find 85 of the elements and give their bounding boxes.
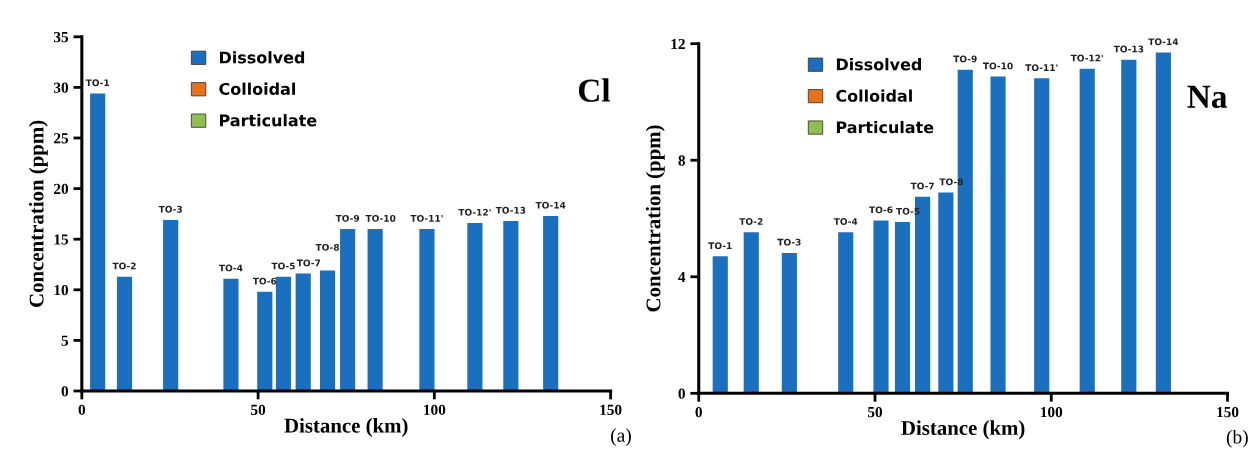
y-tick-label: 12: [671, 38, 685, 49]
annotation: TO-3: [777, 238, 801, 246]
y-tick-label: 15: [54, 234, 69, 245]
bar: [275, 276, 292, 391]
bar: [319, 270, 336, 391]
annotation: TO-4: [833, 218, 858, 225]
x-tick-label: 100: [424, 404, 446, 415]
bar: [503, 220, 519, 391]
annotation: TO-13: [1113, 45, 1144, 53]
annotation: TO-2: [739, 218, 763, 225]
bar: [838, 232, 854, 394]
annotation: TO-10: [982, 62, 1013, 70]
annotation: TO-6: [869, 206, 893, 214]
legend-label: Particulate: [836, 120, 934, 134]
bar: [367, 229, 383, 391]
bar: [1121, 59, 1137, 394]
y-tick-label: 30: [53, 82, 69, 93]
legend-label: Colloidal: [219, 82, 295, 95]
bar: [419, 229, 435, 391]
bar: [257, 291, 273, 391]
bar: [712, 256, 728, 394]
annotation: TO-10: [365, 214, 396, 222]
annotation: TO-13: [495, 206, 526, 214]
annotation: TO-12': [1070, 54, 1103, 62]
x-axis-title: Distance (km): [901, 420, 1025, 440]
annotation: TO-3: [158, 205, 182, 213]
y-tick-label: 20: [54, 183, 69, 195]
y-tick-label: 0: [61, 386, 69, 397]
annotation: TO-5: [271, 262, 295, 270]
y-tick-label: 0: [678, 388, 685, 399]
y-tick-label: 25: [54, 133, 69, 144]
legend-label: Particulate: [220, 114, 317, 127]
annotation: TO-1: [708, 242, 732, 250]
bar: [743, 232, 759, 394]
annotation: TO-2: [112, 262, 136, 270]
annotation: TO-1: [85, 79, 110, 87]
bar: [90, 93, 106, 391]
x-tick-label: 150: [600, 404, 622, 415]
text: Cl: [578, 78, 611, 102]
bar: [340, 229, 356, 391]
annotation: TO-4: [218, 264, 243, 272]
y-axis-title: Concentration (ppm): [645, 125, 665, 312]
annotation: TO-8: [315, 243, 339, 251]
bar: [1155, 52, 1171, 394]
annotation: TO-12': [458, 208, 491, 216]
legend-label: Dissolved: [220, 51, 305, 64]
y-axis-title: Concentration (ppm): [28, 120, 48, 307]
text: (b): [1226, 429, 1248, 448]
bar: [894, 222, 911, 394]
bar: [1034, 78, 1050, 394]
y-tick-label: 8: [678, 155, 686, 166]
text: Na: [1187, 85, 1228, 108]
bar: [163, 219, 179, 391]
x-tick-label: 0: [78, 404, 86, 415]
y-tick-label: 5: [61, 335, 69, 346]
legend-label: Dissolved: [836, 58, 921, 71]
x-tick-label: 50: [251, 404, 266, 415]
y-tick-label: 4: [678, 272, 686, 283]
text: (a): [611, 428, 631, 446]
annotation: TO-7: [296, 259, 321, 267]
annotation: TO-11': [410, 214, 443, 222]
legend-label: Colloidal: [836, 89, 912, 102]
x-tick-label: 150: [1217, 406, 1239, 418]
x-tick-label: 100: [1041, 406, 1063, 418]
annotation: TO-7: [910, 182, 934, 190]
annotation: TO-14: [1148, 38, 1179, 46]
bar: [116, 276, 133, 391]
x-tick-label: 0: [695, 406, 702, 418]
x-axis-title: Distance (km): [284, 418, 408, 437]
bar: [223, 278, 239, 391]
y-tick-label: 10: [54, 284, 69, 296]
annotation: TO-9: [335, 214, 360, 222]
bar: [1079, 68, 1095, 394]
bar: [990, 76, 1006, 394]
annotation: TO-9: [953, 55, 977, 63]
annotation: TO-11': [1025, 64, 1058, 72]
bar: [295, 273, 311, 391]
bar: [873, 220, 889, 394]
bar: [781, 252, 797, 394]
bar: [543, 215, 559, 391]
annotation: TO-14: [535, 201, 566, 209]
bar: [467, 223, 483, 391]
y-tick-label: 35: [53, 31, 69, 43]
bar: [938, 192, 954, 394]
x-tick-label: 50: [867, 406, 883, 418]
